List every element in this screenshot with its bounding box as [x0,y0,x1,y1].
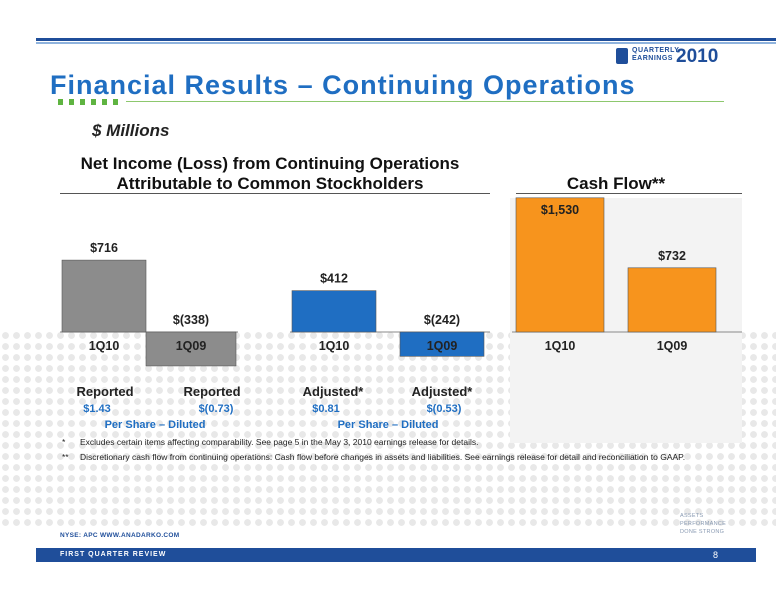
bar-1q10 [515,197,605,333]
footnote-text: Discretionary cash flow from continuing … [80,452,686,462]
quarterly-earnings-logo: QUARTERLY EARNINGS 2010 [616,46,722,68]
footnote-text: Excludes certain items affecting compara… [80,437,479,447]
eps-adjusted-1q10: $0.81 [312,403,340,415]
category-label: 1Q09 [176,339,207,353]
category-label: 1Q10 [89,339,120,353]
footer-ticker-url: NYSE: APC WWW.ANADARKO.COM [60,532,180,539]
tagline-line-1: ASSETS [680,513,704,519]
title-underline [126,101,724,102]
logo-emblem-icon [616,48,628,64]
logo-year: 2010 [676,46,719,67]
eps-reported-1q10: $1.43 [83,403,111,415]
page-number: 8 [713,550,719,560]
bar-1q10 [61,259,147,333]
title-accent-dots [58,99,124,105]
footnote-cash-flow: ** Discretionary cash flow from continui… [62,452,702,474]
footer-section-label: FIRST QUARTER REVIEW [60,551,167,558]
cash-flow-chart-title: Cash Flow** [566,174,666,193]
bar-1q09 [145,331,237,367]
bar-1q09 [627,267,717,333]
data-label: $732 [658,249,686,263]
net-income-title-line-1: Net Income (Loss) from Continuing Operat… [80,154,460,173]
category-label: 1Q09 [427,339,458,353]
row-label-reported-1q10: Reported [76,384,134,399]
category-label: 1Q10 [545,339,576,353]
tagline-line-2: PERFORMANCE [680,521,727,527]
bar-1q10 [291,290,377,333]
data-label: $(242) [424,313,460,327]
category-label: 1Q09 [657,339,688,353]
tagline-line-3: DONE STRONG [680,529,725,535]
assets-performance-tagline: ASSETS PERFORMANCE DONE STRONG [680,512,740,536]
logo-line-1: QUARTERLY [632,47,680,54]
footnote-adjusted: * Excludes certain items affecting compa… [62,437,702,449]
row-label-adjusted-1q10: Adjusted* [302,384,364,399]
header-rule-dark [36,38,776,41]
footnote-marker: ** [62,452,69,462]
units-label: $ Millions [92,121,170,140]
eps-adjusted-1q09: $(0.53) [426,403,462,415]
footnote-marker: * [62,437,66,447]
header-rule-light [36,42,776,44]
data-label: $716 [90,241,118,255]
category-label: 1Q10 [319,339,350,353]
eps-reported-1q09: $(0.73) [198,403,234,415]
per-share-diluted-adjusted: Per Share – Diluted [337,419,439,431]
logo-line-2: EARNINGS [632,55,673,62]
row-label-reported-1q09: Reported [183,384,241,399]
footer-bar [36,548,756,562]
net-income-title-line-2: Attributable to Common Stockholders [116,174,424,193]
data-label: $412 [320,272,348,286]
cash-flow-title-rule [516,193,742,194]
bar-1q09 [399,331,485,357]
net-income-title-rule [60,193,490,194]
net-income-chart-title: Net Income (Loss) from Continuing Operat… [60,154,480,194]
page-title: Financial Results – Continuing Operation… [50,70,636,100]
row-label-adjusted-1q09: Adjusted* [411,384,473,399]
per-share-diluted-reported: Per Share – Diluted [104,419,206,431]
data-label: $(338) [173,313,209,327]
data-label: $1,530 [541,203,579,217]
